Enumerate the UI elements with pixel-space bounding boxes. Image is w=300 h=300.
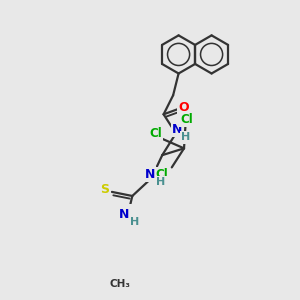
Text: N: N xyxy=(172,123,182,136)
Text: O: O xyxy=(179,101,189,114)
Text: N: N xyxy=(119,208,129,221)
Text: CH₃: CH₃ xyxy=(110,279,130,290)
Text: H: H xyxy=(156,177,166,188)
Text: N: N xyxy=(145,168,155,181)
Text: H: H xyxy=(130,217,140,227)
Text: Cl: Cl xyxy=(156,168,169,181)
Text: S: S xyxy=(100,183,109,196)
Text: Cl: Cl xyxy=(180,113,193,126)
Text: H: H xyxy=(181,133,190,142)
Text: Cl: Cl xyxy=(149,127,162,140)
